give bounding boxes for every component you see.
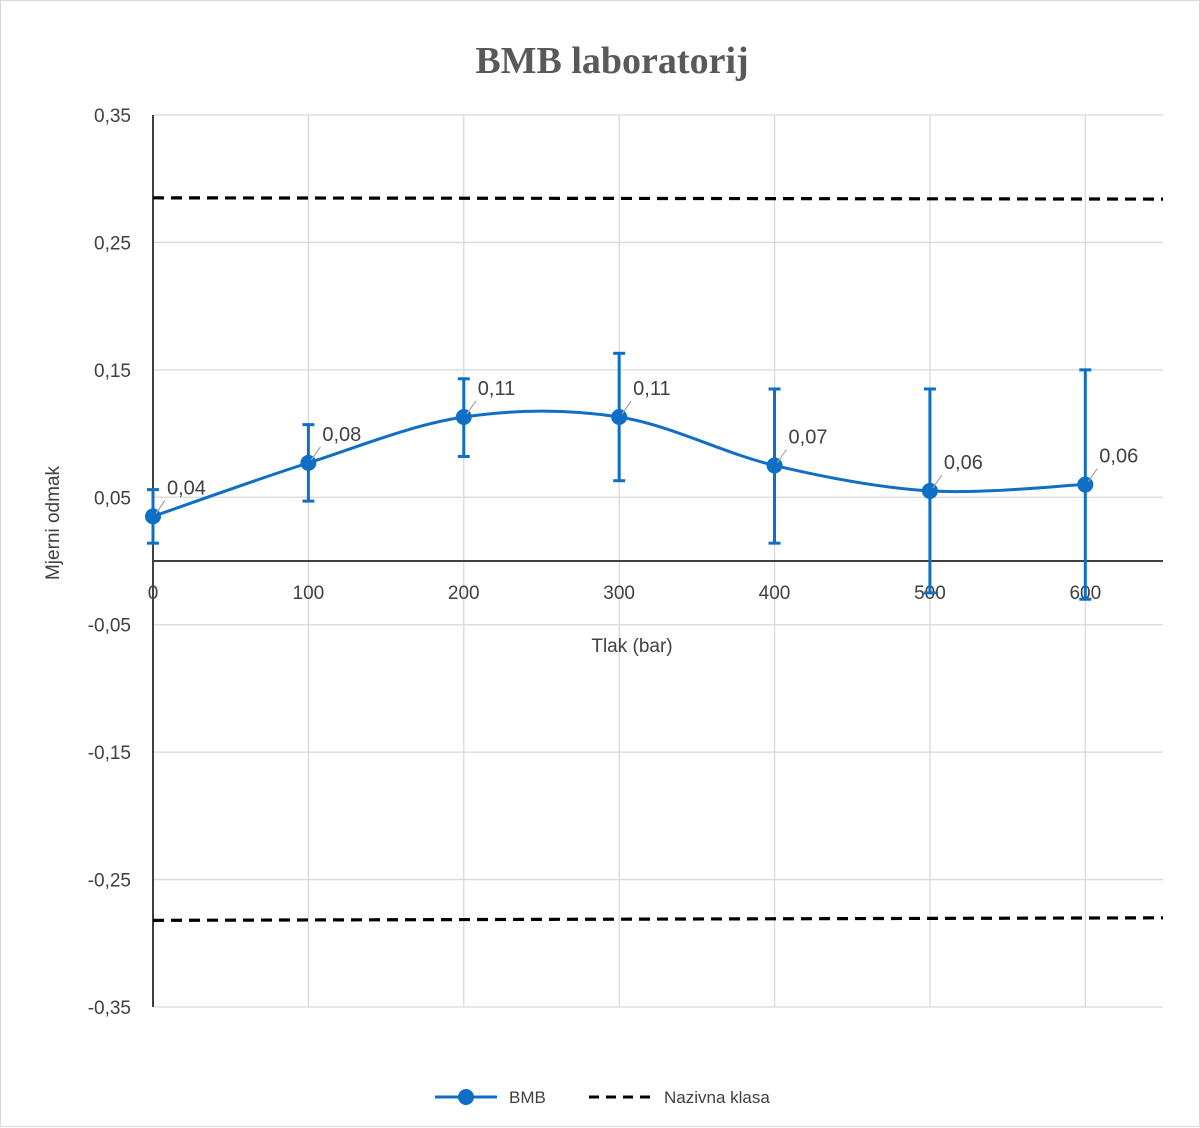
nazivna-klasa-upper-line bbox=[152, 196, 1164, 201]
y-tick-label: -0,05 bbox=[88, 616, 131, 637]
bmb-point bbox=[1077, 476, 1094, 493]
data-label-leader bbox=[310, 446, 321, 461]
y-tick-label: -0,15 bbox=[88, 743, 131, 764]
data-label-leader bbox=[466, 400, 477, 415]
x-tick-label: 200 bbox=[448, 583, 480, 604]
axis-layer: 0,350,250,150,05-0,05-0,15-0,25-0,350100… bbox=[88, 106, 1163, 1019]
y-axis-title: Mjerni odmak bbox=[43, 465, 64, 580]
bmb-data-label: 0,04 bbox=[167, 477, 206, 499]
bmb-point bbox=[766, 457, 783, 474]
bmb-point bbox=[921, 482, 938, 499]
legend-item-bmb: BMB bbox=[435, 1088, 546, 1107]
y-tick-label: 0,35 bbox=[94, 106, 131, 127]
y-tick-label: 0,05 bbox=[94, 488, 131, 509]
bmb-point bbox=[300, 454, 317, 471]
bmb-point bbox=[611, 409, 628, 426]
data-label-leader bbox=[155, 500, 166, 514]
bmb-data-label: 0,11 bbox=[478, 378, 515, 400]
legend-bmb-label: BMB bbox=[509, 1088, 546, 1107]
y-tick-label: -0,35 bbox=[88, 998, 131, 1019]
chart-title: BMB laboratorij bbox=[475, 40, 748, 82]
y-tick-label: 0,25 bbox=[94, 233, 131, 254]
data-label-leader bbox=[1087, 468, 1098, 482]
x-axis-title: Tlak (bar) bbox=[591, 636, 672, 657]
bmb-data-label: 0,08 bbox=[322, 424, 361, 446]
data-label-leader bbox=[621, 400, 632, 415]
legend-bmb-marker bbox=[458, 1089, 474, 1105]
legend-item-nazivna-klasa: Nazivna klasa bbox=[589, 1088, 770, 1107]
x-tick-label: 300 bbox=[603, 583, 635, 604]
bmb-data-label: 0,07 bbox=[789, 426, 828, 448]
bmb-point bbox=[455, 409, 472, 426]
nazivna-klasa-lower-line bbox=[152, 916, 1164, 922]
legend: BMB Nazivna klasa bbox=[435, 1088, 770, 1107]
bmb-data-label: 0,06 bbox=[944, 452, 983, 474]
reference-lines bbox=[152, 196, 1164, 922]
data-labels: 0,04 0,08 0,11 0,11 0,07 0,06 0,06 bbox=[155, 378, 1138, 514]
y-tick-label: -0,25 bbox=[88, 871, 131, 892]
bmb-point bbox=[145, 508, 161, 525]
y-tick-label: 0,15 bbox=[94, 361, 131, 382]
data-label-leader bbox=[932, 474, 943, 489]
bmb-data-label: 0,11 bbox=[633, 378, 670, 400]
legend-nazivna-klasa-label: Nazivna klasa bbox=[664, 1088, 770, 1107]
x-tick-label: 400 bbox=[759, 583, 791, 604]
x-tick-label: 100 bbox=[293, 583, 325, 604]
data-label-leader bbox=[777, 449, 788, 463]
bmb-data-label: 0,06 bbox=[1099, 446, 1138, 468]
